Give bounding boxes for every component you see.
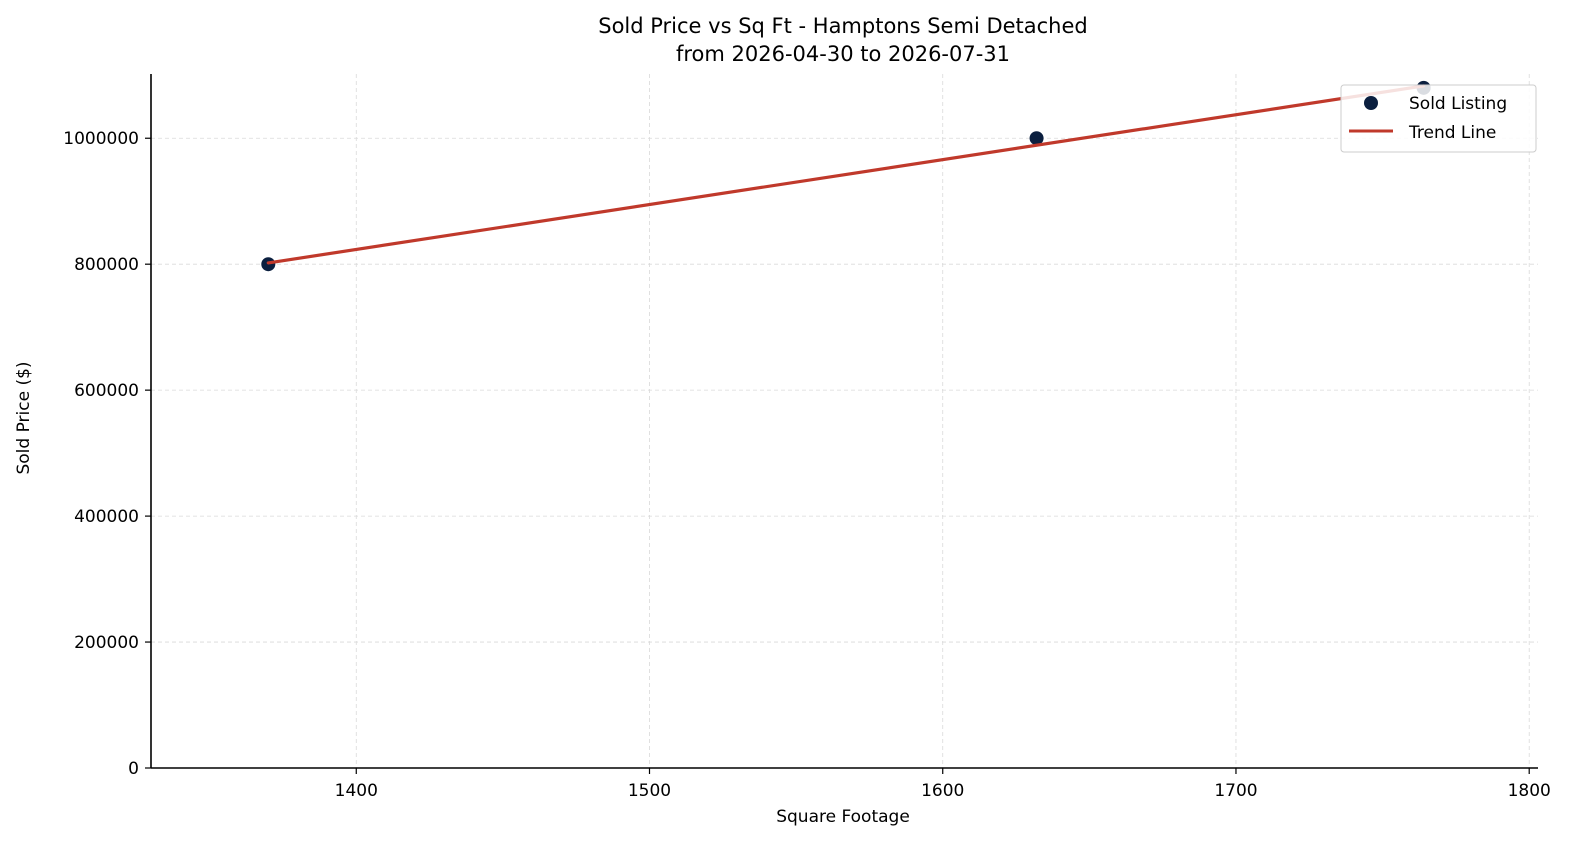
series-layer xyxy=(261,80,1431,272)
trend-line xyxy=(266,84,1426,265)
x-tick-label: 1600 xyxy=(921,781,964,801)
x-tick-label: 1700 xyxy=(1214,781,1257,801)
chart-title: Sold Price vs Sq Ft - Hamptons Semi Deta… xyxy=(598,14,1088,38)
y-axis-label: Sold Price ($) xyxy=(14,361,34,474)
data-point-sold-listing xyxy=(1029,131,1044,146)
y-tick-label: 0 xyxy=(128,759,139,779)
y-tick-label: 800000 xyxy=(74,255,139,275)
x-tick-label: 1400 xyxy=(335,781,378,801)
x-axis-label: Square Footage xyxy=(776,807,910,827)
y-tick-label: 400000 xyxy=(74,507,139,527)
grid xyxy=(151,74,1538,768)
legend-label-trend-line: Trend Line xyxy=(1408,123,1496,143)
x-tick-label: 1500 xyxy=(628,781,671,801)
x-tick-label: 1800 xyxy=(1508,781,1551,801)
y-tick-label: 600000 xyxy=(74,381,139,401)
legend-scatter-marker xyxy=(1364,96,1378,110)
y-ticks: 0 200000 400000 600000 800000 1000000 xyxy=(63,129,151,779)
x-ticks: 1400 1500 1600 1700 1800 xyxy=(335,768,1551,801)
chart-subtitle: from 2026-04-30 to 2026-07-31 xyxy=(676,42,1010,66)
y-tick-label: 200000 xyxy=(74,633,139,653)
legend: Sold Listing Trend Line xyxy=(1340,84,1537,153)
legend-box xyxy=(1340,84,1537,153)
y-tick-label: 1000000 xyxy=(63,129,139,149)
legend-label-sold-listing: Sold Listing xyxy=(1409,94,1507,114)
